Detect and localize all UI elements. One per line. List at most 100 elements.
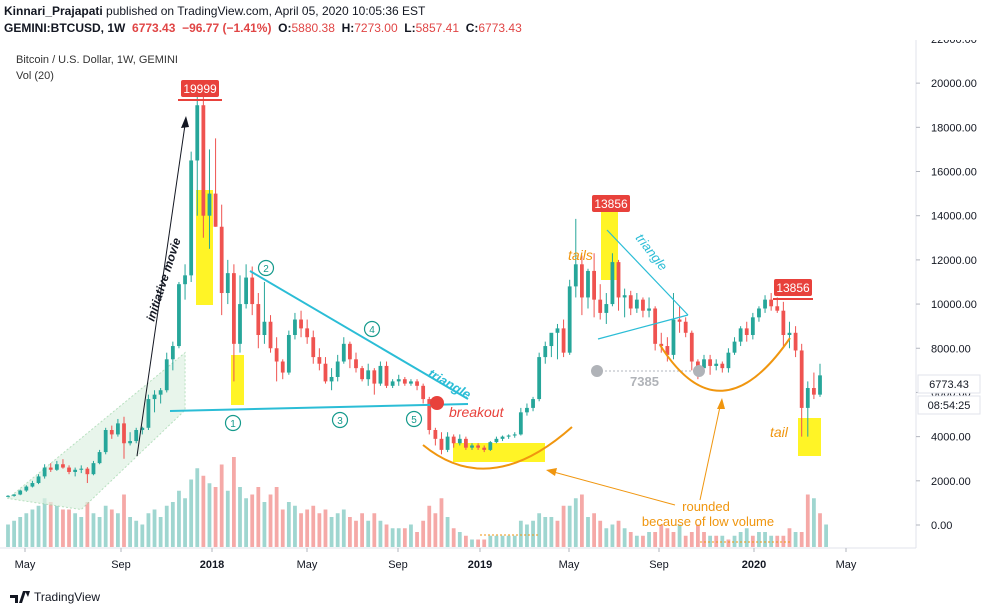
peak-badge-label: 13856: [776, 281, 810, 295]
candle-body: [464, 438, 468, 448]
volume-bar: [402, 528, 407, 547]
volume-bar: [158, 517, 163, 547]
peak-badge: [592, 195, 630, 212]
volume-bar: [293, 505, 297, 547]
candle-body: [439, 438, 444, 450]
rounded-arrow: [699, 401, 722, 501]
candle-body: [219, 226, 224, 294]
author-name[interactable]: Kinnari_Prajapati: [4, 4, 103, 18]
candle-body: [213, 193, 218, 227]
volume-bar: [470, 539, 474, 547]
candle-body: [152, 394, 157, 400]
candle-body: [561, 328, 566, 353]
candle-body: [170, 346, 175, 360]
volume-bar: [580, 494, 584, 547]
candle-body: [67, 467, 71, 472]
candle-body: [457, 438, 462, 444]
candle-body: [79, 468, 84, 470]
volume-bar: [647, 532, 651, 547]
symbol-header: GEMINI:BTCUSD, 1W 6773.43 −96.77 (−1.41%…: [4, 21, 522, 35]
volume-bar: [12, 520, 16, 547]
volume-bar: [824, 524, 828, 547]
candle-body: [250, 277, 255, 305]
candle-body: [122, 423, 126, 444]
peak-badge: [181, 80, 219, 97]
volume-bar: [457, 532, 462, 547]
volume-bar: [378, 520, 383, 547]
volume-bar: [268, 494, 273, 547]
candle-body: [604, 304, 609, 313]
candle-body: [305, 328, 310, 338]
candle-body: [73, 469, 78, 472]
volume-bar: [85, 502, 90, 547]
volume-bar: [494, 535, 499, 547]
volume-bar: [305, 509, 310, 547]
rounded-reason-label: because of low volume: [642, 514, 774, 529]
volume-bar: [598, 520, 603, 547]
candle-body: [97, 452, 102, 464]
candle-body: [567, 286, 572, 353]
wave-marker: [363, 320, 381, 338]
candle-body: [201, 105, 206, 216]
candle-body: [451, 436, 456, 444]
volume-bar: [482, 539, 487, 547]
candle-body: [189, 160, 194, 276]
candle-body: [91, 463, 96, 475]
x-tick-label: May: [559, 559, 580, 571]
volume-bar: [18, 517, 23, 547]
candle-body: [781, 310, 786, 335]
volume-bar: [360, 513, 364, 547]
y-tick-label: 18000.00: [931, 122, 977, 134]
candle-body: [366, 370, 371, 380]
volume-bar: [54, 505, 59, 547]
volume-bar: [750, 535, 755, 547]
candle-body: [512, 434, 517, 436]
volume-bar: [628, 532, 633, 547]
candle-body: [348, 343, 352, 360]
volume-bar: [280, 509, 285, 547]
volume-bar: [671, 532, 676, 547]
volume-bar: [696, 524, 700, 547]
volume-bar: [384, 524, 389, 547]
peak-badge-label: 13856: [594, 197, 628, 211]
publish-header: Kinnari_Prajapati published on TradingVi…: [4, 4, 425, 18]
initiative-zone: [6, 351, 186, 511]
triangle-lower-line: [169, 403, 469, 412]
candle-body: [543, 346, 548, 358]
tradingview-footer[interactable]: TradingView: [10, 590, 100, 604]
candle-body: [317, 357, 322, 364]
volume-bar: [42, 498, 47, 547]
volume-bar: [341, 509, 346, 547]
initiative-arrow: [136, 117, 187, 457]
candle-body: [18, 490, 23, 495]
price-chart[interactable]: 22000.0020000.0018000.0016000.0014000.00…: [0, 40, 991, 585]
volume-bar: [488, 535, 493, 547]
candle-body: [653, 308, 658, 344]
rounded-arrow-head: [717, 398, 725, 409]
volume-bar: [61, 509, 65, 547]
support-point: [693, 365, 705, 377]
candle-body: [164, 359, 169, 391]
volume-bar: [238, 487, 242, 547]
candle-body: [103, 430, 108, 453]
highlight-zone: [601, 200, 618, 280]
volume-bar: [348, 517, 352, 547]
highlight-zone: [196, 190, 213, 305]
x-tick-label: May: [15, 559, 36, 571]
candle-body: [390, 381, 395, 386]
volume-bar: [256, 487, 261, 547]
candle-body: [720, 363, 725, 369]
volume-bar: [36, 505, 41, 547]
wave-marker: [224, 414, 242, 432]
volume-bar: [799, 532, 804, 547]
candle-body: [6, 495, 10, 497]
candle-body: [738, 328, 743, 342]
volume-bar: [201, 475, 206, 547]
volume-bar: [451, 528, 456, 547]
volume-bar: [757, 532, 761, 547]
volume-bar: [439, 498, 444, 547]
candle-body: [415, 381, 419, 386]
volume-bar: [567, 505, 572, 547]
candle-body: [775, 306, 780, 311]
y-tick-label: 8000.00: [931, 343, 971, 355]
